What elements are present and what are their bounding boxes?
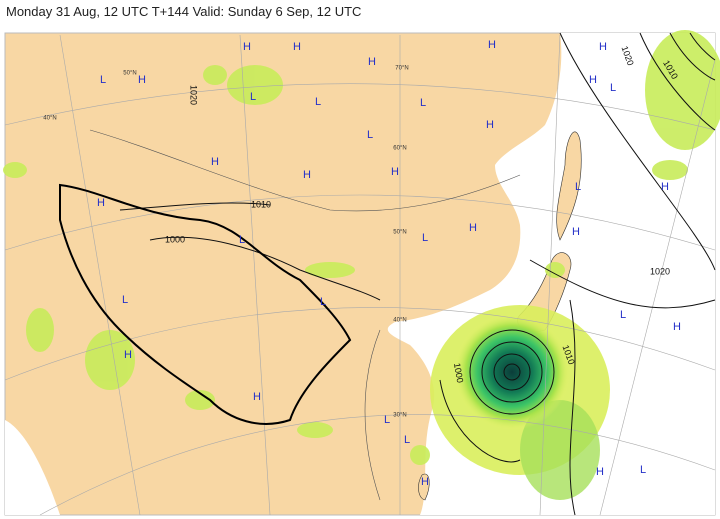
pressure-center: L (122, 294, 128, 306)
pressure-center: L (422, 232, 428, 244)
pressure-center: H (211, 156, 219, 168)
isobars (119, 32, 716, 516)
pressure-center: L (320, 296, 326, 308)
pressure-center: H (243, 41, 251, 53)
pressure-center: L (420, 97, 426, 109)
pressure-center: L (620, 309, 626, 321)
isobar-label: 1020 (189, 85, 199, 105)
latitude-label: 60°N (393, 146, 406, 152)
pressure-center: L (575, 181, 581, 193)
pressure-center: H (421, 476, 429, 488)
latitude-label: 70°N (395, 66, 408, 72)
isobar-label: 1010 (251, 199, 271, 209)
pressure-center: H (469, 222, 477, 234)
pressure-center: H (253, 391, 261, 403)
pressure-center: H (124, 349, 132, 361)
latitude-label: 40°N (393, 318, 406, 324)
terrain-contour (59, 183, 352, 425)
pressure-center: L (367, 129, 373, 141)
pressure-center: H (488, 39, 496, 51)
pressure-center: H (596, 466, 604, 478)
pressure-center: L (250, 91, 256, 103)
pressure-center: L (610, 82, 616, 94)
map-area (3, 30, 720, 516)
pressure-center: L (404, 434, 410, 446)
typhoon-rain (520, 400, 600, 500)
labels: H H H H H L H L L L H L L H H H H L H H L L H H L L L H H H L L H H L 1010 1… (43, 39, 681, 488)
sea (5, 420, 60, 515)
latitude-label: 50°N (123, 71, 136, 77)
pressure-center: H (293, 41, 301, 53)
pressure-center: L (315, 96, 321, 108)
latitude-label: 40°N (43, 116, 56, 122)
isobar-label: 1020 (650, 266, 670, 276)
isobar-label: 1000 (165, 234, 185, 244)
pressure-center: H (572, 226, 580, 238)
borders (89, 129, 521, 501)
pressure-center: H (303, 169, 311, 181)
pressure-center: H (97, 197, 105, 209)
pressure-center: H (599, 41, 607, 53)
header-title: Monday 31 Aug, 12 UTC T+144 Valid: Sunda… (6, 4, 362, 19)
pressure-center: H (391, 166, 399, 178)
pressure-center: L (239, 234, 245, 246)
latitude-label: 50°N (393, 230, 406, 236)
pressure-center: H (589, 74, 597, 86)
pressure-center: H (138, 74, 146, 86)
taiwan (418, 473, 430, 501)
pressure-center: H (661, 181, 669, 193)
pressure-center: L (100, 74, 106, 86)
graticule (4, 34, 716, 516)
typhoon-core (454, 314, 570, 430)
pressure-center: H (368, 56, 376, 68)
pressure-center: H (673, 321, 681, 333)
pressure-center: H (486, 119, 494, 131)
pressure-center: L (384, 414, 390, 426)
precipitation (3, 30, 720, 465)
latitude-label: 30°N (393, 413, 406, 419)
pressure-center: L (640, 464, 646, 476)
isobar-label: 1000 (452, 362, 465, 383)
